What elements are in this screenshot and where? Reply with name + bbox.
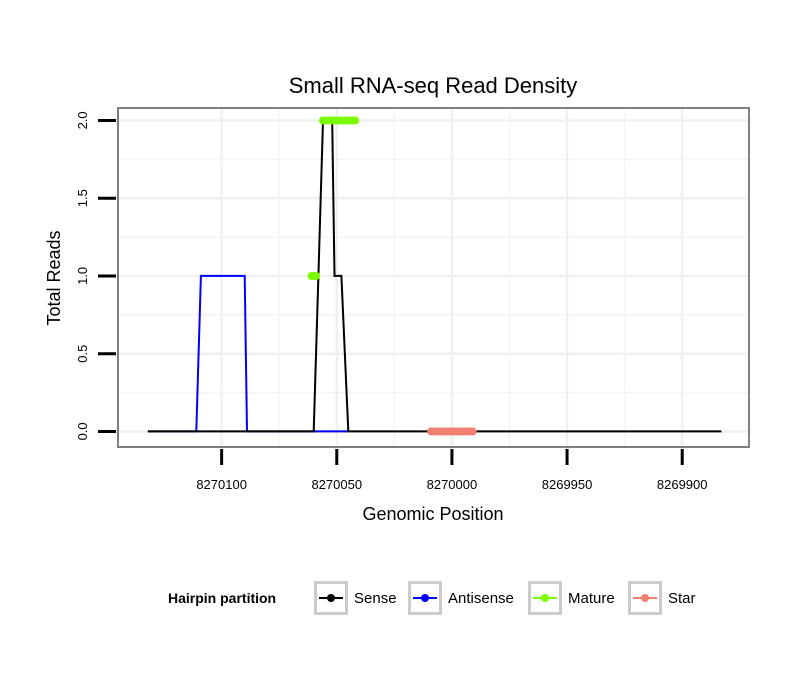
legend-key-point	[541, 594, 549, 602]
series-layer	[147, 116, 722, 436]
legend-label: Mature	[568, 590, 615, 607]
legend-entries: Sense Antisense Mature Star	[314, 581, 696, 615]
data-point-mature	[351, 116, 360, 125]
chart-title: Small RNA-seq Read Density	[289, 73, 578, 98]
y-tick-label: 0.5	[75, 345, 90, 363]
plot-border	[117, 107, 750, 448]
legend-entry-star: Star	[628, 581, 696, 615]
data-point-star	[468, 427, 477, 436]
x-tick-label: 8270050	[311, 477, 362, 492]
plot-area	[117, 107, 750, 448]
y-tick-label: 1.5	[75, 189, 90, 207]
plot-background	[118, 108, 749, 447]
y-tick-label: 0.0	[75, 422, 90, 440]
grid	[118, 108, 749, 447]
x-tick-label: 8269900	[657, 477, 708, 492]
legend-label: Antisense	[448, 590, 514, 607]
y-tick-label: 1.0	[75, 267, 90, 285]
legend-entry-mature: Mature	[528, 581, 615, 615]
x-tick-label: 8270000	[427, 477, 478, 492]
x-axis: 8270100 8270050 8270000 8269950 8269900	[196, 449, 708, 492]
y-axis: 0.0 0.5 1.0 1.5 2.0	[75, 111, 116, 440]
legend-entry-antisense: Antisense	[408, 581, 514, 615]
x-axis-title: Genomic Position	[362, 504, 503, 524]
series-line-antisense	[147, 274, 349, 433]
legend-key-point	[641, 594, 649, 602]
legend-label: Sense	[354, 590, 397, 607]
legend: Hairpin partition Sense Antisense Mature St…	[168, 581, 696, 615]
legend-title: Hairpin partition	[168, 590, 276, 606]
legend-label: Star	[668, 590, 696, 607]
x-tick-label: 8269950	[542, 477, 593, 492]
y-tick-label: 2.0	[75, 111, 90, 129]
x-tick-label: 8270100	[196, 477, 247, 492]
legend-entry-sense: Sense	[314, 581, 397, 615]
legend-key-point	[327, 594, 335, 602]
data-point-mature	[312, 271, 321, 280]
y-axis-title: Total Reads	[44, 230, 64, 325]
legend-key-point	[421, 594, 429, 602]
